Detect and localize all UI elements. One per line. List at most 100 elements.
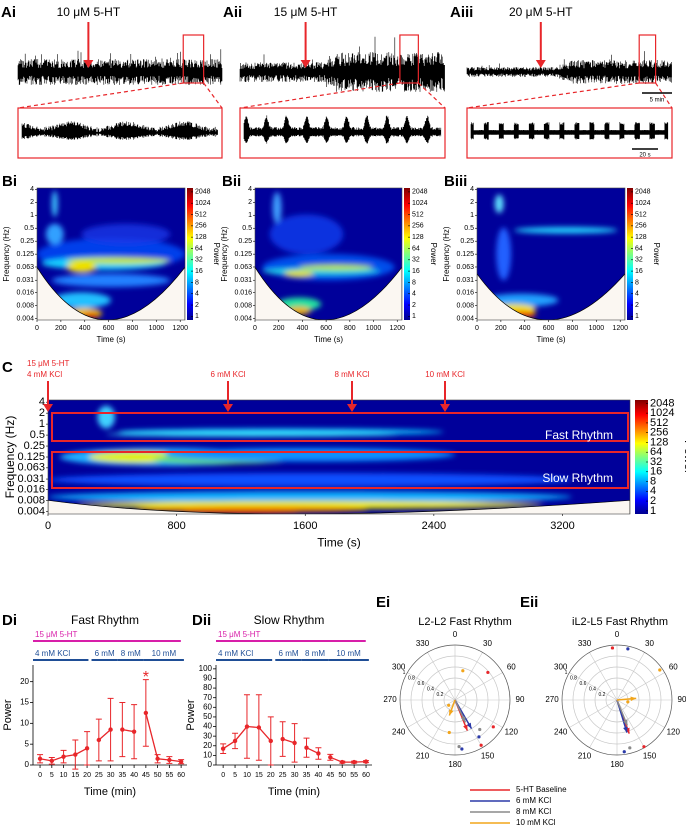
y-tick-label: 1 xyxy=(30,212,34,219)
colorbar-tick-label: 16 xyxy=(635,268,643,275)
panel-label: Bi xyxy=(2,173,17,190)
data-point xyxy=(84,746,90,751)
x-tick-label: 200 xyxy=(55,325,67,332)
y-axis-label: Frequency (Hz) xyxy=(220,226,229,281)
x-tick-label: 1000 xyxy=(366,325,382,332)
phase-point xyxy=(626,700,630,704)
y-tick-label: 100 xyxy=(199,664,213,673)
zoom-region xyxy=(182,34,205,84)
heatmap-blob xyxy=(51,273,171,287)
zoom-panel xyxy=(239,107,446,159)
x-tick-label: 1000 xyxy=(149,325,165,332)
x-tick-label: 200 xyxy=(273,325,285,332)
x-tick-label: 600 xyxy=(320,325,332,332)
colorbar xyxy=(404,188,410,320)
data-point xyxy=(328,755,333,760)
protocol-label: 6 mM xyxy=(95,649,115,658)
heatmap xyxy=(37,188,185,320)
x-tick-label: 25 xyxy=(95,772,103,779)
series-line xyxy=(306,747,319,755)
angle-tick-label: 330 xyxy=(416,639,430,648)
angle-spoke xyxy=(569,699,618,728)
zoom-trace xyxy=(470,122,669,140)
y-tick-label: 0.008 xyxy=(456,302,474,309)
colorbar-tick-label: 4 xyxy=(635,291,639,298)
colorbar-tick-label: 8 xyxy=(195,279,199,286)
x-axis-label: Time (min) xyxy=(268,786,320,798)
phase-point xyxy=(477,735,481,739)
legend-label: 10 mM KCl xyxy=(516,818,556,827)
mean-vector xyxy=(616,696,637,702)
legend-label: 5-HT Baseline xyxy=(516,785,567,794)
angle-tick-label: 180 xyxy=(448,760,462,769)
y-tick-label: 0.25 xyxy=(24,440,45,452)
colorbar-tick-label: 16 xyxy=(195,268,203,275)
x-axis-label: Time (s) xyxy=(317,536,361,550)
x-tick-label: 15 xyxy=(255,772,263,779)
data-point xyxy=(167,757,172,763)
y-tick-label: 0.5 xyxy=(464,225,474,232)
angle-tick-label: 240 xyxy=(554,728,568,737)
data-point xyxy=(304,745,309,750)
angle-spoke xyxy=(616,672,665,701)
y-tick-label: 0.031 xyxy=(456,277,474,284)
colorbar-tick-label: 2 xyxy=(635,302,639,309)
x-tick-label: 40 xyxy=(315,772,323,779)
radial-tick-label: 0.2 xyxy=(599,692,606,698)
radial-ring xyxy=(410,655,500,745)
heatmap-blob xyxy=(164,447,456,462)
voltage-trace xyxy=(17,49,223,85)
data-point xyxy=(232,738,238,744)
angle-tick-label: 270 xyxy=(545,695,559,704)
band-label: Fast Rhythm xyxy=(545,428,613,442)
y-tick-label: 20 xyxy=(203,741,212,750)
heatmap-blob xyxy=(135,506,369,513)
angle-spoke xyxy=(589,699,618,748)
colorbar-tick-label: 64 xyxy=(412,245,420,252)
chart-title: Fast Rhythm xyxy=(71,613,139,627)
y-tick-label: 0.004 xyxy=(17,505,45,517)
x-tick-label: 400 xyxy=(79,325,91,332)
colorbar-tick-label: 256 xyxy=(412,223,424,230)
arrow-head xyxy=(440,404,450,412)
y-tick-label: 2 xyxy=(248,199,252,206)
zoom-connector xyxy=(239,82,400,109)
zoom-region xyxy=(399,34,419,84)
heatmap-blob xyxy=(66,257,171,264)
protocol-label: 10 mM xyxy=(336,649,361,658)
x-tick-label: 45 xyxy=(142,772,150,779)
y-tick-label: 60 xyxy=(203,702,212,711)
y-tick-label: 0.5 xyxy=(242,225,252,232)
y-axis-label: Power xyxy=(185,699,197,731)
data-point xyxy=(316,751,321,756)
radial-ring xyxy=(399,644,511,756)
angle-tick-label: 180 xyxy=(610,760,624,769)
y-tick-label: 0.063 xyxy=(234,264,252,271)
y-tick-label: 1 xyxy=(39,418,45,430)
phase-point xyxy=(626,647,630,651)
angle-tick-label: 30 xyxy=(483,639,492,648)
angle-tick-label: 90 xyxy=(678,695,686,704)
colorbar-tick-label: 512 xyxy=(650,417,668,429)
radial-tick-label: 1 xyxy=(403,670,406,676)
colorbar-tick-label: 256 xyxy=(635,223,647,230)
colorbar-tick-label: 1 xyxy=(412,313,416,320)
data-point xyxy=(363,759,369,764)
x-tick-label: 10 xyxy=(60,772,68,779)
phase-point xyxy=(642,745,646,749)
colorbar-tick-label: 32 xyxy=(195,257,203,264)
x-tick-label: 0 xyxy=(253,325,257,332)
y-tick-label: 4 xyxy=(30,186,34,193)
annotation: 10 mM KCl xyxy=(425,370,465,379)
y-tick-label: 0.063 xyxy=(456,264,474,271)
colorbar-tick-label: 128 xyxy=(650,436,668,448)
colorbar-tick-label: 128 xyxy=(412,234,424,241)
heatmap-blob xyxy=(272,191,282,224)
band-box xyxy=(51,412,629,442)
band-label: Slow Rhythm xyxy=(542,471,613,485)
phase-point xyxy=(460,747,464,751)
colorbar xyxy=(627,188,633,320)
x-tick-label: 20 xyxy=(83,772,91,779)
y-tick-label: 0.25 xyxy=(20,238,34,245)
